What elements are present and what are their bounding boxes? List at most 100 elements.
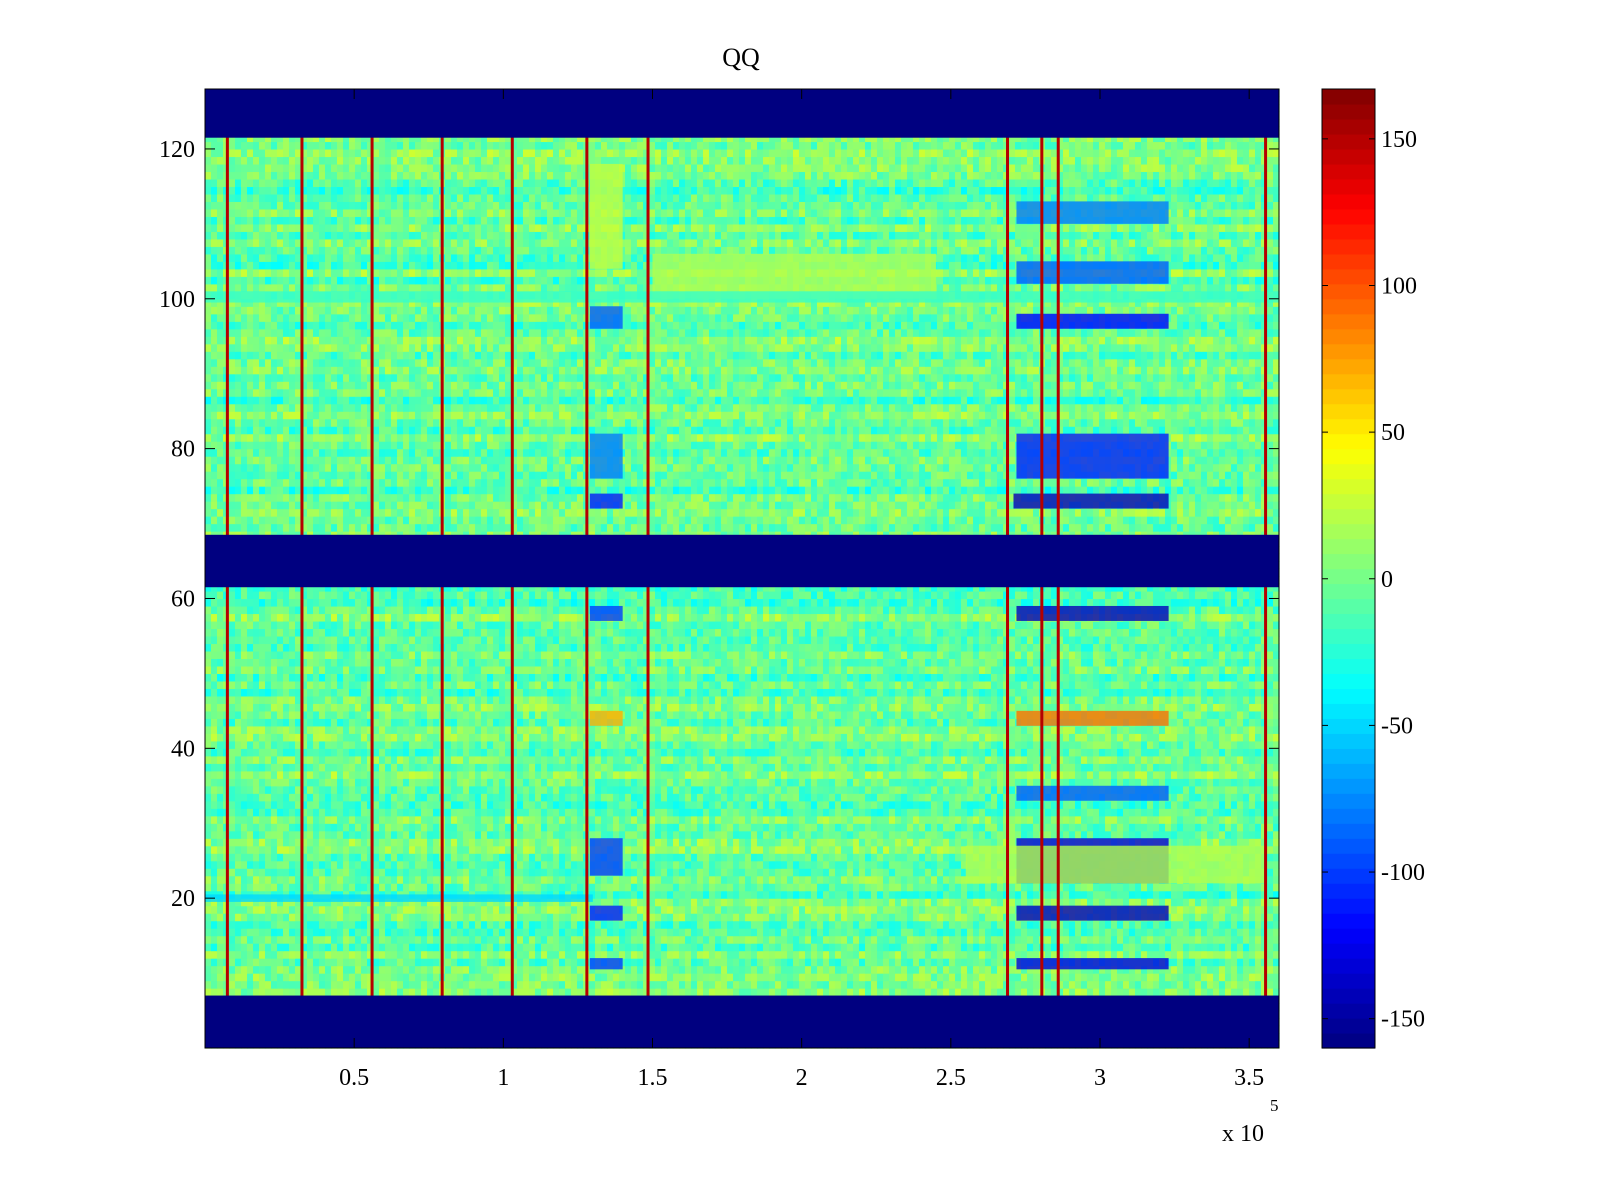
heatmap-cell <box>541 868 548 876</box>
heatmap-cell <box>211 838 218 846</box>
heatmap-cell <box>709 846 716 854</box>
heatmap-cell <box>283 966 290 974</box>
heatmap-cell <box>373 906 380 914</box>
heatmap-cell <box>475 853 482 861</box>
heatmap-cell <box>829 883 836 891</box>
heatmap-cell <box>577 921 584 929</box>
heatmap-cell <box>769 936 776 944</box>
heatmap-cell <box>1189 891 1196 899</box>
heatmap-cell <box>901 883 908 891</box>
heatmap-cell <box>241 868 248 876</box>
heatmap-cell <box>1033 883 1040 891</box>
heatmap-cell <box>343 958 350 966</box>
heatmap-cell <box>391 921 398 929</box>
heatmap-cell <box>1069 988 1076 996</box>
heatmap-cell <box>871 988 878 996</box>
heatmap-cell <box>523 973 530 981</box>
heatmap-cell <box>919 846 926 854</box>
heatmap-cell <box>883 891 890 899</box>
heatmap-cell <box>937 928 944 936</box>
heatmap-cell <box>787 853 794 861</box>
heatmap-cell <box>901 846 908 854</box>
heatmap-cell <box>949 838 956 846</box>
heatmap-cell <box>865 906 872 914</box>
heatmap-cell <box>505 906 512 914</box>
heatmap-cell <box>1123 921 1130 929</box>
heatmap-cell <box>1255 928 1262 936</box>
heatmap-cell <box>835 921 842 929</box>
heatmap-cell <box>427 966 434 974</box>
heatmap-cell <box>823 906 830 914</box>
heatmap-cell <box>277 846 284 854</box>
heatmap-cell <box>955 973 962 981</box>
heatmap-cell <box>823 913 830 921</box>
heatmap-cell <box>871 861 878 869</box>
heatmap-cell <box>337 838 344 846</box>
heatmap-cell <box>541 913 548 921</box>
heatmap-cell <box>763 913 770 921</box>
heatmap-cell <box>595 876 602 884</box>
heatmap-cell <box>229 913 236 921</box>
heatmap-cell <box>655 988 662 996</box>
heatmap-cell <box>703 861 710 869</box>
heatmap-cell <box>571 876 578 884</box>
heatmap-cell <box>793 883 800 891</box>
heatmap-cell <box>697 846 704 854</box>
heatmap-cell <box>745 973 752 981</box>
heatmap-cell <box>631 936 638 944</box>
heatmap-cell <box>445 988 452 996</box>
heatmap-cell <box>517 943 524 951</box>
heatmap-cell <box>811 846 818 854</box>
heatmap-cell <box>505 943 512 951</box>
heatmap-cell <box>229 973 236 981</box>
heatmap-cell <box>313 853 320 861</box>
heatmap-cell <box>313 921 320 929</box>
heatmap-cell <box>343 861 350 869</box>
heatmap-cell <box>793 846 800 854</box>
heatmap-cell <box>229 883 236 891</box>
heatmap-cell <box>1105 973 1112 981</box>
heatmap-cell <box>943 846 950 854</box>
heatmap-cell <box>1195 943 1202 951</box>
heatmap-cell <box>517 951 524 959</box>
heatmap-cell <box>553 981 560 989</box>
heatmap-cell <box>775 966 782 974</box>
heatmap-cell <box>871 966 878 974</box>
heatmap-cell <box>835 943 842 951</box>
heatmap-cell <box>355 988 362 996</box>
heatmap-cell <box>967 973 974 981</box>
heatmap-cell <box>1105 898 1112 906</box>
heatmap-cell <box>631 973 638 981</box>
heatmap-cell <box>691 921 698 929</box>
heatmap-cell <box>1009 936 1016 944</box>
heatmap-cell <box>1033 921 1040 929</box>
heatmap-cell <box>727 906 734 914</box>
heatmap-cell <box>241 913 248 921</box>
heatmap-cell <box>973 966 980 974</box>
heatmap-cell <box>925 981 932 989</box>
heatmap-cell <box>661 876 668 884</box>
heatmap-cell <box>1063 973 1070 981</box>
heatmap-cell <box>829 966 836 974</box>
heatmap-cell <box>877 883 884 891</box>
heatmap-cell <box>931 943 938 951</box>
heatmap-cell <box>1159 883 1166 891</box>
heatmap-cell <box>703 868 710 876</box>
heatmap-cell <box>841 838 848 846</box>
heatmap-cell <box>955 883 962 891</box>
heatmap-cell <box>685 958 692 966</box>
heatmap-cell <box>379 913 386 921</box>
heatmap-cell <box>967 913 974 921</box>
heatmap-cell <box>655 928 662 936</box>
heatmap-cell <box>817 861 824 869</box>
heatmap-cell <box>391 883 398 891</box>
heatmap-cell <box>337 846 344 854</box>
heatmap-cell <box>373 943 380 951</box>
heatmap-cell <box>1219 951 1226 959</box>
heatmap-cell <box>1243 928 1250 936</box>
heatmap-cell <box>979 883 986 891</box>
heatmap-cell <box>691 951 698 959</box>
heatmap-cell <box>1069 928 1076 936</box>
heatmap-cell <box>427 973 434 981</box>
heatmap-cell <box>751 951 758 959</box>
